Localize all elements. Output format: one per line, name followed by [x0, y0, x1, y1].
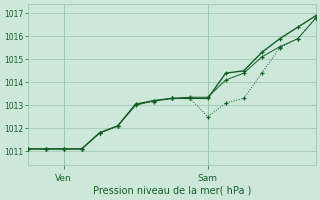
- X-axis label: Pression niveau de la mer( hPa ): Pression niveau de la mer( hPa ): [92, 186, 251, 196]
